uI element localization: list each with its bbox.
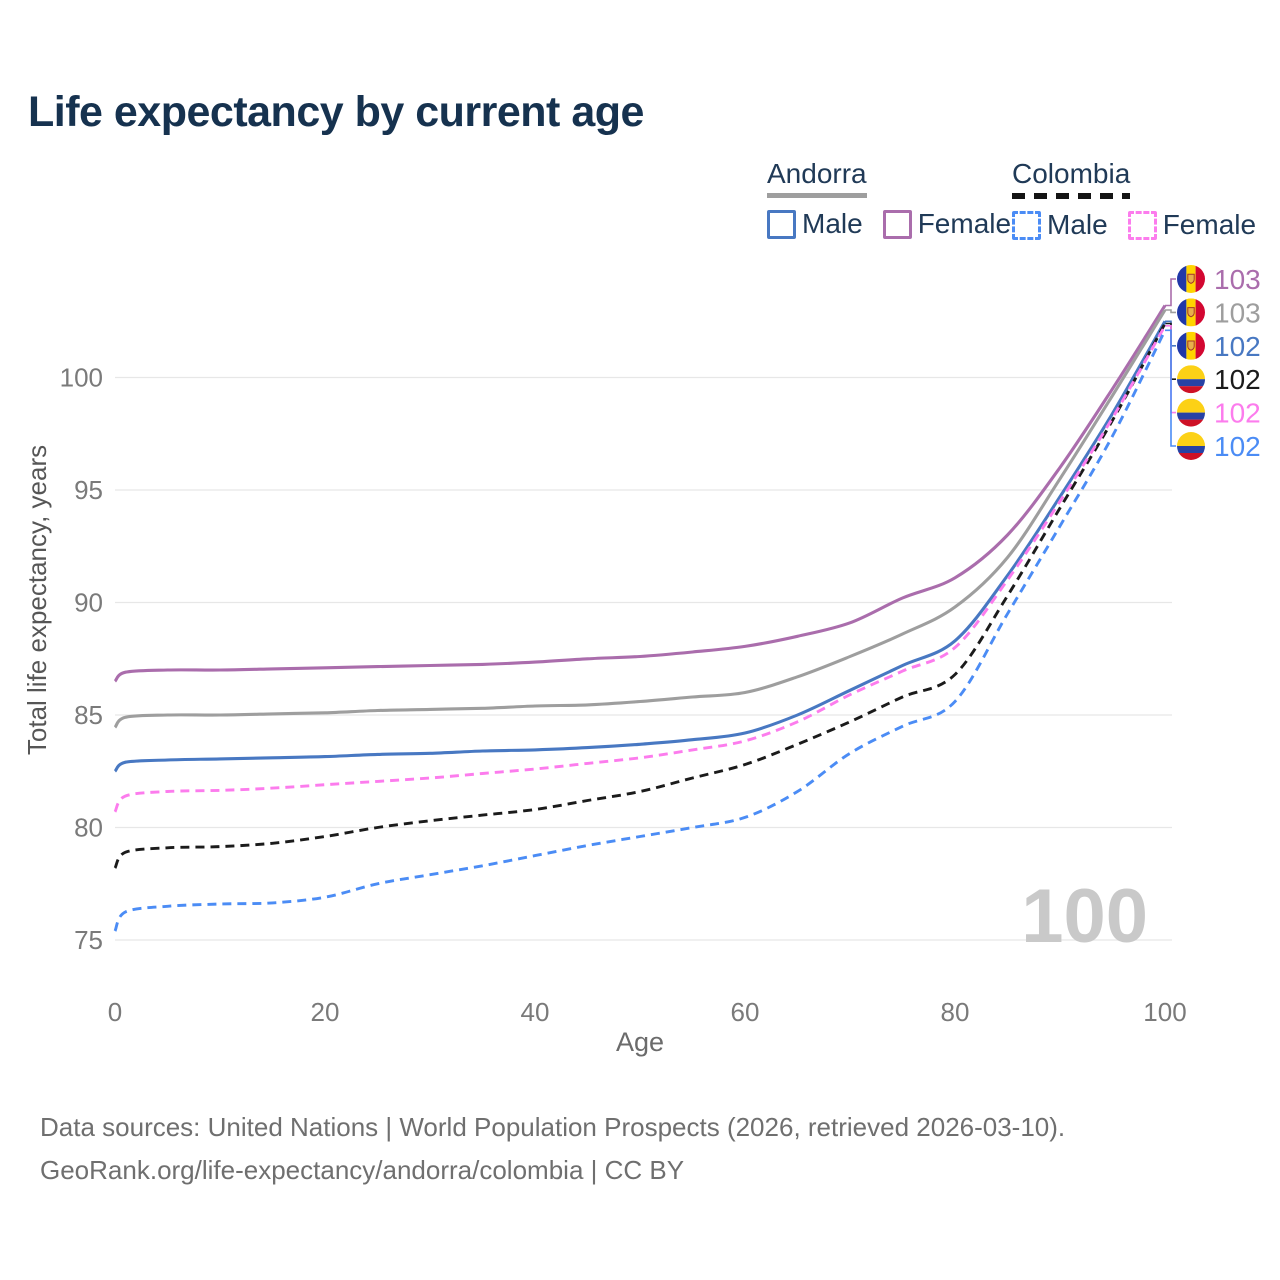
legend-swatch-colombia-male	[1012, 210, 1041, 240]
legend-item-andorra-female[interactable]: Female	[882, 208, 1012, 240]
y-tick-label: 75	[74, 925, 103, 955]
x-tick-label: 0	[108, 997, 122, 1027]
y-axis-label: Total life expectancy, years	[22, 445, 52, 755]
legend-item-colombia-female[interactable]: Female	[1127, 209, 1257, 241]
y-tick-label: 95	[74, 475, 103, 505]
x-tick-label: 100	[1143, 997, 1186, 1027]
colombia-flag-icon	[1177, 365, 1205, 394]
andorra-flag-icon	[1177, 298, 1205, 327]
leader-line-colombia-male	[1165, 329, 1176, 447]
legend-item-label: Female	[1162, 209, 1257, 240]
legend-item-label: Female	[917, 208, 1012, 239]
chart-footer: Data sources: United Nations | World Pop…	[40, 1106, 1065, 1192]
leader-line-andorra-both-sexes	[1165, 309, 1176, 314]
legend-swatch-andorra-female	[882, 209, 912, 239]
series-line-colombia-male	[113, 329, 1167, 932]
legend-item-colombia-male[interactable]: Male	[1012, 209, 1108, 241]
end-value-label-andorra-female: 103	[1214, 264, 1261, 295]
andorra-flag-icon	[1177, 265, 1205, 293]
legend-underline-solid	[767, 193, 867, 198]
footer-attribution-link: GeoRank.org/life-expectancy/andorra/colo…	[40, 1155, 685, 1185]
series-line-andorra-male	[113, 320, 1167, 773]
y-tick-label: 85	[74, 700, 103, 730]
x-tick-label: 20	[311, 997, 340, 1027]
colombia-flag-icon	[1177, 398, 1205, 427]
x-axis-label: Age	[616, 1027, 664, 1057]
legend-group-label-colombia: Colombia	[1012, 158, 1131, 189]
age-watermark: 100	[1021, 874, 1148, 959]
end-value-label-colombia-female: 102	[1214, 398, 1261, 429]
end-value-label-colombia-both-sexes: 102	[1214, 364, 1261, 395]
andorra-crest	[1187, 307, 1195, 318]
end-value-label-andorra-male: 102	[1214, 331, 1261, 362]
series-line-andorra-both-sexes	[113, 309, 1167, 729]
legend-item-andorra-male[interactable]: Male	[767, 208, 863, 240]
legend-underline-dashed	[1012, 193, 1130, 199]
legend-item-label: Male	[1047, 209, 1108, 240]
end-value-label-andorra-both-sexes: 103	[1214, 297, 1261, 328]
y-tick-label: 100	[60, 363, 103, 393]
y-tick-label: 90	[74, 588, 103, 618]
series-line-colombia-female	[113, 325, 1167, 813]
page-title: Life expectancy by current age	[28, 88, 644, 136]
legend-item-label: Male	[802, 208, 863, 239]
legend-swatch-andorra-male	[767, 209, 796, 239]
x-tick-label: 60	[731, 997, 760, 1027]
colombia-flag-icon	[1177, 432, 1205, 460]
legend-group-label-andorra: Andorra	[767, 158, 867, 189]
footer-data-sources: Data sources: United Nations | World Pop…	[40, 1112, 1066, 1142]
andorra-crest	[1187, 340, 1195, 351]
andorra-crest	[1187, 273, 1195, 284]
legend-group-andorra: Andorra Male Female	[767, 158, 1011, 240]
end-value-label-colombia-male: 102	[1214, 431, 1261, 462]
leader-line-andorra-female	[1165, 278, 1176, 307]
legend-group-colombia: Colombia Male Female	[1012, 158, 1256, 241]
legend-swatch-colombia-female	[1127, 210, 1157, 240]
x-tick-label: 80	[941, 997, 970, 1027]
y-tick-label: 80	[74, 813, 103, 843]
series-line-andorra-female	[113, 304, 1167, 683]
andorra-flag-icon	[1177, 331, 1205, 360]
series-line-colombia-both-sexes	[113, 322, 1167, 869]
x-tick-label: 40	[521, 997, 550, 1027]
